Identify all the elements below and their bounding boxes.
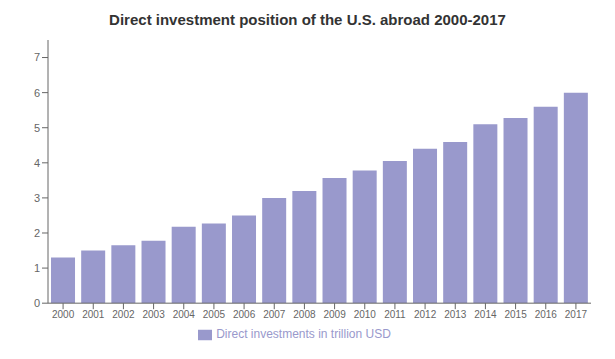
svg-text:2: 2 [34, 227, 40, 239]
svg-text:2017: 2017 [565, 309, 588, 320]
html-text:Direct investment position of: Direct investment position of the U.S. a… [109, 11, 506, 28]
svg-text:2012: 2012 [414, 309, 437, 320]
svg-text:2004: 2004 [173, 309, 196, 320]
svg-text:2011: 2011 [384, 309, 406, 320]
svg-text:5: 5 [34, 122, 40, 134]
svg-text:3: 3 [34, 192, 40, 204]
svg-text:2008: 2008 [293, 309, 316, 320]
svg-text:2009: 2009 [323, 309, 346, 320]
svg-text:1: 1 [34, 262, 40, 274]
svg-text:2013: 2013 [444, 309, 467, 320]
svg-text:2010: 2010 [354, 309, 377, 320]
svg-text:2000: 2000 [52, 309, 75, 320]
svg-text:2006: 2006 [233, 309, 256, 320]
svg-text:2015: 2015 [504, 309, 527, 320]
svg-text:2002: 2002 [112, 309, 135, 320]
svg-text:0: 0 [34, 297, 40, 309]
svg-text:2007: 2007 [263, 309, 286, 320]
html-text:Direct investments in trillion: Direct investments in trillion USD [216, 327, 391, 342]
svg-text:6: 6 [34, 87, 40, 99]
svg-text:2016: 2016 [535, 309, 558, 320]
svg-text:7: 7 [34, 51, 40, 63]
svg-text:2003: 2003 [142, 309, 165, 320]
svg-text:4: 4 [34, 157, 40, 169]
svg-text:2005: 2005 [203, 309, 226, 320]
svg-text:2014: 2014 [474, 309, 497, 320]
svg-text:2001: 2001 [82, 309, 105, 320]
